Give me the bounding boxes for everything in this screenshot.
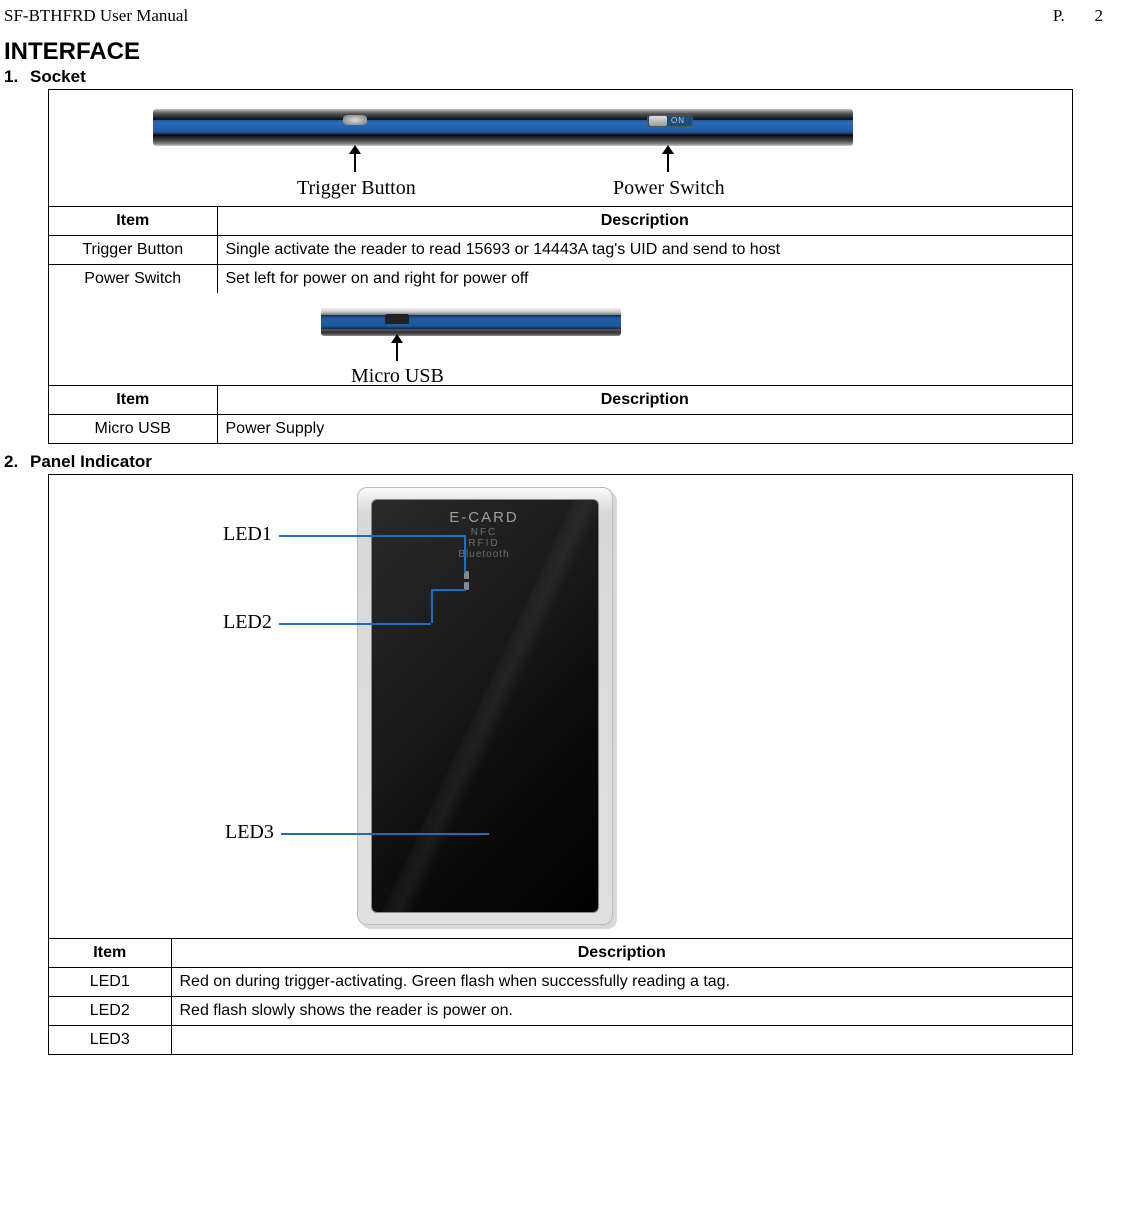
callout-line	[464, 535, 466, 573]
table-cell-desc: Red flash slowly shows the reader is pow…	[171, 997, 1072, 1026]
table-row: Micro USB Power Supply	[49, 415, 1072, 444]
table-cell-item: LED2	[49, 997, 171, 1026]
table-cell-desc: Red on during trigger-activating. Green …	[171, 968, 1072, 997]
arrow-up-icon	[396, 341, 398, 361]
diagram-socket-side: Micro USB	[49, 293, 1072, 385]
diagram-panel-indicator: E-CARD NFC RFID Bluetooth LED1 LED2 LED3	[49, 475, 1072, 938]
table-cell-desc: Power Supply	[217, 415, 1072, 444]
micro-usb-label: Micro USB	[351, 365, 444, 388]
callout-line	[279, 623, 431, 625]
table-socket-side: Item Description Micro USB Power Supply	[49, 385, 1072, 443]
table-header-item: Item	[49, 207, 217, 236]
table-row: LED2 Red flash slowly shows the reader i…	[49, 997, 1072, 1026]
table-header-description: Description	[171, 939, 1072, 968]
table-row: Trigger Button Single activate the reade…	[49, 236, 1072, 265]
callout-line	[281, 833, 489, 835]
panel-indicator-box: E-CARD NFC RFID Bluetooth LED1 LED2 LED3…	[48, 474, 1073, 1055]
power-switch-knob-icon	[649, 116, 667, 126]
page-number: P. 2	[1053, 6, 1103, 26]
device-top-view	[153, 109, 853, 146]
trigger-button-icon	[343, 115, 367, 125]
table-cell-item: LED3	[49, 1026, 171, 1055]
table-cell-item: Power Switch	[49, 265, 217, 294]
rfid-text: RFID	[429, 538, 539, 549]
arrow-up-icon	[354, 152, 356, 172]
table-row: Power Switch Set left for power on and r…	[49, 265, 1072, 294]
table-cell-desc	[171, 1026, 1072, 1055]
power-switch-label: Power Switch	[613, 177, 725, 200]
table-cell-item: Micro USB	[49, 415, 217, 444]
table-panel-indicator: Item Description LED1 Red on during trig…	[49, 938, 1072, 1054]
list-item-2: 2.Panel Indicator	[4, 452, 1103, 472]
trigger-button-label: Trigger Button	[297, 177, 416, 200]
led1-callout-label: LED1	[223, 523, 272, 546]
table-socket-top: Item Description Trigger Button Single a…	[49, 206, 1072, 293]
table-header-description: Description	[217, 207, 1072, 236]
table-cell-item: Trigger Button	[49, 236, 217, 265]
bluetooth-text: Bluetooth	[429, 549, 539, 560]
table-row: LED3	[49, 1026, 1072, 1055]
page-header: SF-BTHFRD User Manual P. 2	[4, 6, 1103, 26]
ecard-text: E-CARD	[429, 509, 539, 526]
callout-line	[431, 589, 433, 623]
diagram-socket-top: ON Trigger Button Power Switch	[49, 90, 1072, 206]
callout-line	[431, 589, 466, 591]
table-header-item: Item	[49, 939, 171, 968]
device-screen	[371, 499, 599, 913]
section-title: INTERFACE	[4, 38, 1103, 66]
table-cell-desc: Set left for power on and right for powe…	[217, 265, 1072, 294]
doc-title: SF-BTHFRD User Manual	[4, 6, 188, 26]
led3-callout-label: LED3	[225, 821, 274, 844]
list-item-1: 1.Socket	[4, 67, 1103, 87]
table-header-description: Description	[217, 386, 1072, 415]
table-cell-desc: Single activate the reader to read 15693…	[217, 236, 1072, 265]
micro-usb-port-icon	[385, 314, 409, 324]
device-side-view	[321, 308, 621, 336]
socket-box: ON Trigger Button Power Switch Item Desc…	[48, 89, 1073, 444]
callout-line	[279, 535, 466, 537]
table-header-item: Item	[49, 386, 217, 415]
table-row: LED1 Red on during trigger-activating. G…	[49, 968, 1072, 997]
table-cell-item: LED1	[49, 968, 171, 997]
power-on-text: ON	[671, 116, 685, 125]
led2-callout-label: LED2	[223, 611, 272, 634]
arrow-up-icon	[667, 152, 669, 172]
